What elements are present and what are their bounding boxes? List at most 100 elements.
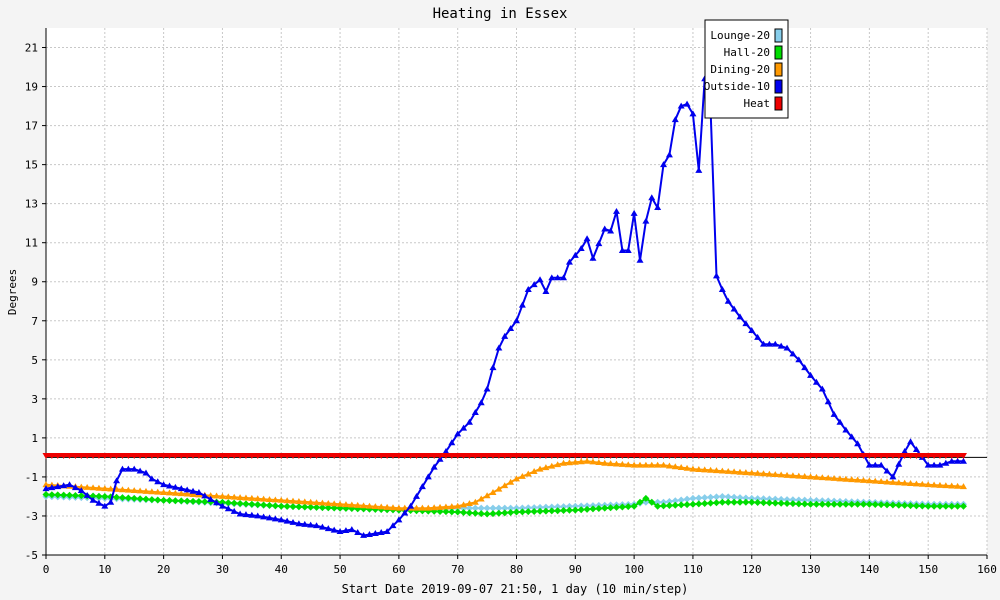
- data-point: [871, 477, 879, 484]
- data-point: [760, 495, 768, 503]
- data-point: [912, 446, 920, 453]
- y-tick-label: 17: [25, 120, 38, 133]
- data-point: [854, 453, 862, 459]
- y-tick-label: 15: [25, 159, 38, 172]
- data-point: [277, 453, 285, 459]
- data-point: [730, 305, 738, 312]
- data-point: [736, 498, 744, 506]
- data-point: [871, 500, 879, 508]
- data-point: [695, 166, 703, 173]
- data-point: [77, 487, 85, 494]
- data-point: [177, 453, 185, 459]
- data-point: [783, 499, 791, 507]
- data-point: [471, 504, 479, 512]
- data-point: [930, 461, 938, 468]
- data-point: [465, 504, 473, 512]
- data-point: [483, 510, 491, 518]
- data-point: [507, 508, 515, 516]
- data-point: [660, 161, 668, 168]
- data-point: [701, 494, 709, 502]
- data-point: [842, 475, 850, 482]
- data-point: [248, 494, 256, 501]
- data-point: [224, 493, 232, 500]
- x-tick-label: 40: [275, 563, 288, 576]
- data-point: [495, 504, 503, 512]
- data-point: [377, 503, 385, 510]
- data-point: [501, 482, 509, 489]
- y-tick-label: -3: [25, 510, 38, 523]
- data-point: [648, 498, 656, 506]
- data-point: [442, 508, 450, 516]
- data-point: [660, 453, 668, 459]
- data-point: [665, 453, 673, 459]
- data-point: [365, 531, 373, 537]
- data-point: [842, 500, 850, 508]
- data-point: [789, 496, 797, 504]
- data-point: [148, 475, 156, 482]
- x-tick-label: 60: [392, 563, 405, 576]
- data-point: [360, 502, 368, 509]
- data-point: [218, 492, 226, 499]
- data-point: [777, 499, 785, 507]
- data-point: [959, 453, 967, 459]
- data-point: [689, 494, 697, 502]
- data-point: [760, 499, 768, 507]
- data-point: [77, 453, 85, 459]
- data-point: [871, 453, 879, 459]
- data-point: [507, 325, 515, 332]
- data-point: [424, 504, 432, 511]
- data-point: [318, 499, 326, 506]
- data-point: [636, 453, 644, 459]
- data-point: [854, 500, 862, 508]
- data-point: [489, 510, 497, 518]
- data-point: [542, 503, 550, 511]
- data-point: [360, 453, 368, 459]
- data-point: [460, 508, 468, 516]
- data-point: [42, 453, 50, 459]
- data-point: [895, 453, 903, 459]
- data-point: [954, 482, 962, 489]
- y-tick-label: 19: [25, 81, 38, 94]
- data-point: [836, 475, 844, 482]
- data-point: [795, 472, 803, 479]
- data-point: [336, 453, 344, 459]
- data-point: [324, 499, 332, 506]
- data-point: [248, 453, 256, 459]
- data-point: [565, 258, 573, 265]
- data-point: [942, 502, 950, 510]
- x-tick-label: 20: [157, 563, 170, 576]
- data-point: [848, 433, 856, 440]
- data-point: [671, 116, 679, 123]
- data-point: [301, 453, 309, 459]
- data-point: [648, 453, 656, 459]
- data-point: [930, 481, 938, 488]
- data-point: [877, 453, 885, 459]
- data-point: [142, 495, 150, 503]
- data-point: [454, 430, 462, 437]
- data-point: [154, 496, 162, 504]
- series-outside-10: [42, 75, 967, 538]
- data-point: [730, 498, 738, 506]
- data-point: [789, 350, 797, 357]
- data-point: [883, 501, 891, 509]
- data-point: [60, 491, 68, 499]
- data-point: [154, 453, 162, 459]
- data-point: [565, 506, 573, 514]
- data-point: [748, 469, 756, 476]
- data-point: [812, 453, 820, 459]
- data-point: [160, 489, 168, 495]
- data-point: [707, 499, 715, 507]
- data-point: [530, 281, 538, 288]
- data-point: [554, 274, 562, 281]
- data-point: [854, 440, 862, 447]
- data-point: [507, 504, 515, 512]
- data-point: [154, 478, 162, 485]
- data-point: [595, 240, 603, 247]
- data-point: [942, 482, 950, 489]
- data-point: [377, 453, 385, 459]
- data-point: [660, 502, 668, 510]
- data-point: [136, 495, 144, 503]
- x-tick-label: 80: [510, 563, 523, 576]
- data-point: [601, 459, 609, 466]
- data-point: [583, 457, 591, 464]
